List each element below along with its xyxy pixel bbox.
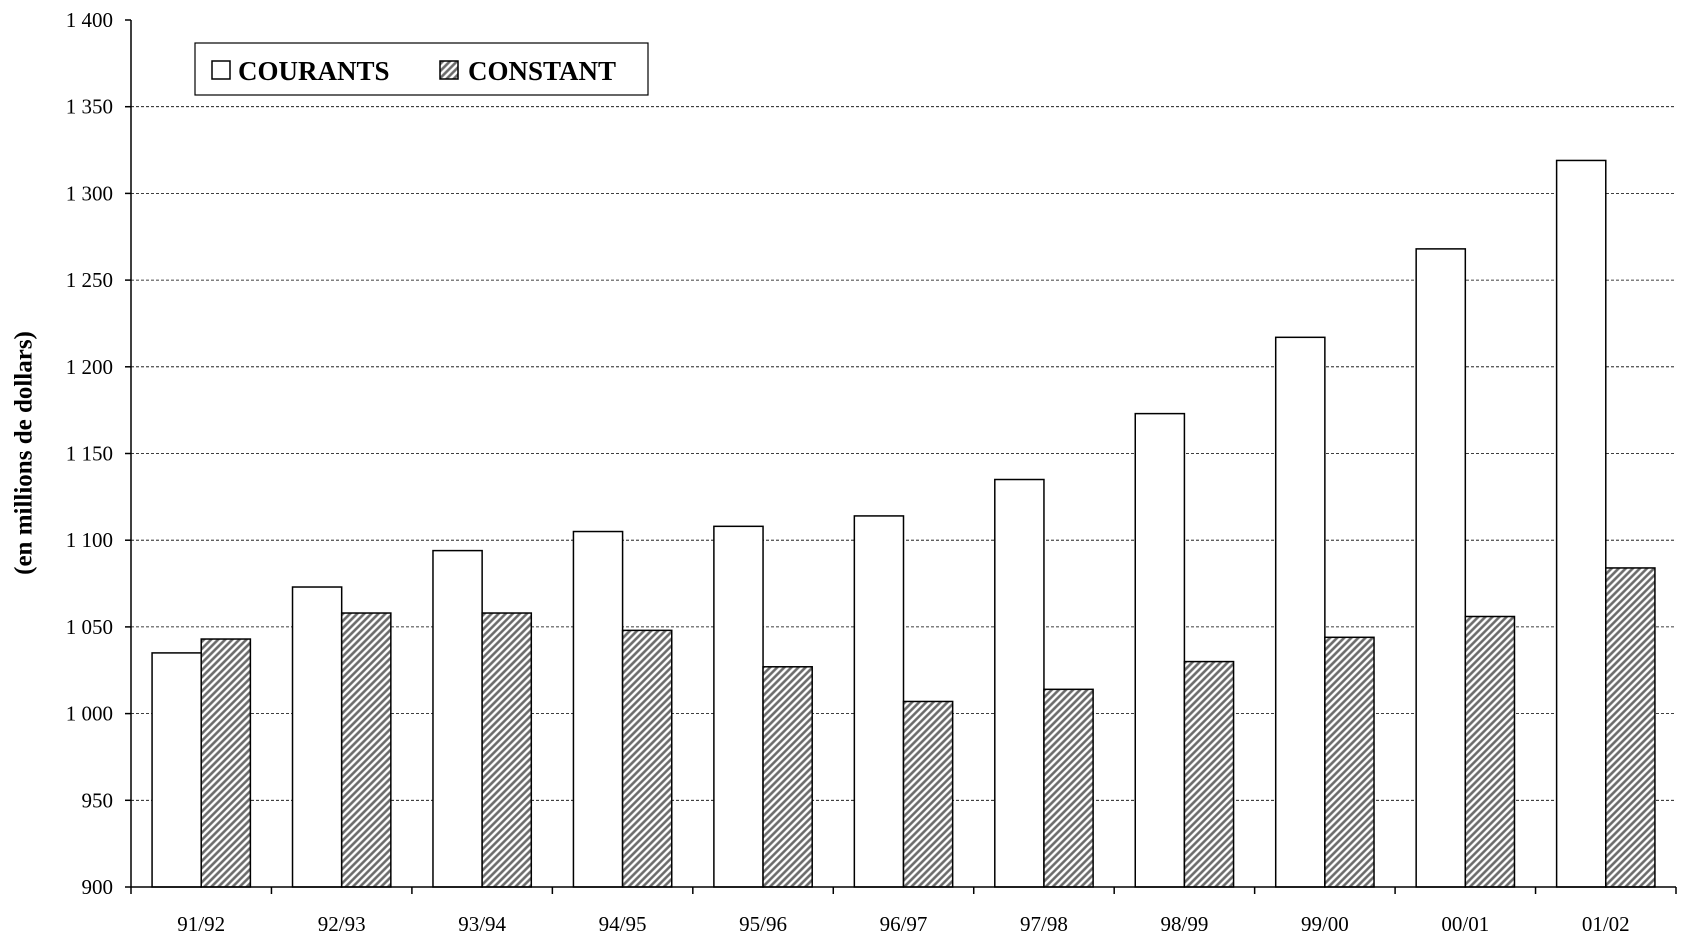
x-tick-label: 00/01 bbox=[1441, 912, 1489, 936]
y-tick-label: 1 250 bbox=[66, 268, 113, 292]
bar-constant-94-95 bbox=[621, 629, 673, 888]
x-tick-label: 94/95 bbox=[599, 912, 647, 936]
y-tick-label: 900 bbox=[82, 875, 114, 899]
bar-courants-99-00 bbox=[1274, 336, 1326, 888]
bar-courants-95-96 bbox=[713, 525, 764, 888]
y-tick-label: 1 100 bbox=[66, 528, 113, 552]
axes: 900 950 1 000 1 050 1 100 1 150 1 200 1 250 1 30… bbox=[66, 8, 1677, 936]
bar-courants-91-92 bbox=[151, 652, 202, 888]
y-tick-label: 1 050 bbox=[66, 615, 113, 639]
y-axis-title: (en millions de dollars) bbox=[11, 331, 38, 575]
x-tick-label: 91/92 bbox=[177, 912, 225, 936]
legend-label-courants: COURANTS bbox=[238, 56, 390, 86]
bar-constant-96-97 bbox=[902, 700, 954, 888]
y-tick-label: 1 350 bbox=[66, 95, 113, 119]
bar-constant-92-93 bbox=[340, 612, 392, 888]
bar-courants-93-94 bbox=[432, 549, 483, 888]
bar-constant-99-00 bbox=[1324, 636, 1375, 888]
bar-constant-91-92 bbox=[200, 638, 252, 888]
bar-courants-94-95 bbox=[572, 530, 624, 888]
bar-courants-97-98 bbox=[994, 478, 1045, 888]
bar-courants-01-02 bbox=[1555, 159, 1607, 888]
bar-constant-93-94 bbox=[481, 612, 533, 888]
x-tick-label: 97/98 bbox=[1020, 912, 1068, 936]
y-tick-label: 950 bbox=[82, 788, 114, 812]
bar-courants-00-01 bbox=[1415, 248, 1467, 888]
y-tick-label: 1 000 bbox=[66, 702, 113, 726]
bar-constant-98-99 bbox=[1183, 660, 1235, 888]
x-tick-label: 01/02 bbox=[1582, 912, 1630, 936]
legend-swatch-courants bbox=[211, 60, 231, 80]
y-tick-label: 1 200 bbox=[66, 355, 113, 379]
legend-swatch-constant bbox=[439, 60, 459, 80]
y-tick-label: 1 400 bbox=[66, 8, 113, 32]
bar-constant-00-01 bbox=[1464, 615, 1516, 888]
x-tick-label: 98/99 bbox=[1160, 912, 1208, 936]
x-tick-label: 93/94 bbox=[458, 912, 506, 936]
bar-courants-98-99 bbox=[1134, 412, 1186, 888]
bar-courants-96-97 bbox=[853, 515, 905, 888]
bars bbox=[151, 159, 1656, 888]
legend-label-constant: CONSTANT bbox=[468, 56, 616, 86]
bar-courants-92-93 bbox=[291, 586, 343, 888]
bar-constant-01-02 bbox=[1605, 567, 1656, 888]
x-tick-label: 96/97 bbox=[880, 912, 928, 936]
x-tick-label: 95/96 bbox=[739, 912, 787, 936]
bar-constant-97-98 bbox=[1043, 688, 1094, 888]
y-tick-label: 1 150 bbox=[66, 442, 113, 466]
x-tick-label: 99/00 bbox=[1301, 912, 1349, 936]
bar-constant-95-96 bbox=[762, 666, 813, 888]
legend: COURANTS CONSTANT bbox=[194, 42, 649, 96]
x-tick-label: 92/93 bbox=[318, 912, 366, 936]
legend-box bbox=[194, 42, 649, 96]
y-tick-label: 1 300 bbox=[66, 181, 113, 205]
